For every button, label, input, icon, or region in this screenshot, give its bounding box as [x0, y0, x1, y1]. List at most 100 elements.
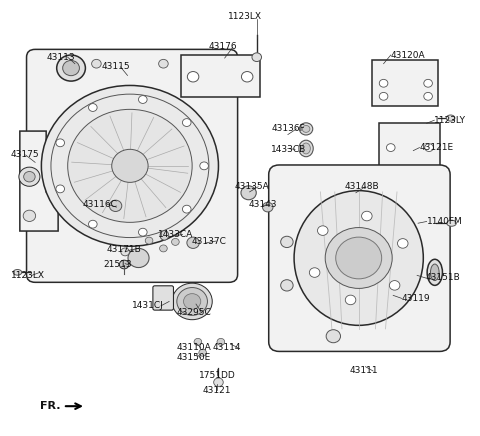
FancyBboxPatch shape — [153, 286, 173, 310]
Circle shape — [252, 53, 262, 61]
Text: 43137C: 43137C — [191, 237, 226, 245]
Ellipse shape — [431, 264, 439, 281]
Ellipse shape — [263, 202, 273, 212]
Text: 1123LX: 1123LX — [228, 12, 262, 21]
Circle shape — [424, 79, 432, 87]
Circle shape — [241, 72, 253, 82]
Circle shape — [88, 220, 97, 228]
Text: 43151B: 43151B — [426, 273, 460, 283]
Circle shape — [68, 109, 192, 222]
Ellipse shape — [299, 140, 313, 157]
Circle shape — [217, 338, 225, 345]
Ellipse shape — [63, 61, 79, 76]
Circle shape — [345, 295, 356, 305]
Text: 43110A: 43110A — [177, 343, 212, 352]
Text: 43295C: 43295C — [177, 308, 212, 317]
Ellipse shape — [160, 231, 168, 240]
Ellipse shape — [427, 259, 443, 286]
Text: 43176: 43176 — [209, 42, 238, 51]
Circle shape — [309, 268, 320, 277]
Text: 43143: 43143 — [249, 200, 277, 208]
Circle shape — [19, 167, 40, 186]
Ellipse shape — [302, 126, 310, 133]
Circle shape — [397, 238, 408, 248]
Circle shape — [200, 162, 208, 170]
Ellipse shape — [302, 143, 311, 154]
Circle shape — [177, 287, 207, 315]
Text: 43148B: 43148B — [344, 182, 379, 191]
Text: 43114: 43114 — [213, 343, 241, 352]
Text: 43121E: 43121E — [420, 143, 454, 152]
FancyBboxPatch shape — [26, 49, 238, 283]
Circle shape — [139, 228, 147, 236]
Text: 1123LX: 1123LX — [11, 271, 45, 280]
Polygon shape — [20, 131, 58, 231]
Circle shape — [325, 228, 392, 288]
Circle shape — [199, 349, 206, 356]
Text: FR.: FR. — [40, 401, 60, 411]
Text: 43115: 43115 — [101, 62, 130, 71]
Circle shape — [281, 280, 293, 291]
Circle shape — [424, 92, 432, 100]
Circle shape — [139, 95, 147, 103]
Circle shape — [171, 238, 179, 245]
Circle shape — [172, 283, 212, 320]
Circle shape — [24, 171, 35, 182]
Circle shape — [56, 185, 64, 193]
Circle shape — [56, 139, 64, 147]
Circle shape — [187, 72, 199, 82]
Text: 1431CJ: 1431CJ — [132, 301, 164, 310]
Circle shape — [159, 245, 167, 252]
Ellipse shape — [13, 269, 22, 275]
Text: 43150E: 43150E — [177, 354, 211, 362]
Ellipse shape — [294, 191, 423, 325]
Text: 43121: 43121 — [203, 386, 231, 395]
Circle shape — [317, 226, 328, 235]
Circle shape — [182, 205, 191, 213]
Ellipse shape — [446, 115, 455, 121]
Circle shape — [120, 260, 129, 269]
Circle shape — [88, 104, 97, 112]
Text: 21513: 21513 — [104, 260, 132, 269]
FancyBboxPatch shape — [372, 60, 438, 106]
Circle shape — [92, 59, 101, 68]
Circle shape — [183, 293, 201, 309]
Circle shape — [389, 281, 400, 290]
Text: 1433CB: 1433CB — [271, 145, 306, 154]
Circle shape — [23, 210, 36, 221]
Circle shape — [281, 236, 293, 248]
Text: 43113: 43113 — [46, 53, 75, 61]
FancyBboxPatch shape — [269, 165, 450, 351]
Text: 43175: 43175 — [10, 150, 39, 160]
Text: 43119: 43119 — [402, 294, 431, 303]
Text: 1751DD: 1751DD — [199, 371, 235, 380]
FancyBboxPatch shape — [379, 123, 440, 167]
Circle shape — [112, 150, 148, 182]
Text: 43136F: 43136F — [271, 124, 305, 133]
Circle shape — [386, 144, 395, 151]
Circle shape — [194, 338, 202, 345]
Text: 43120A: 43120A — [391, 51, 425, 60]
Text: 43116C: 43116C — [83, 200, 118, 208]
Text: 1123LY: 1123LY — [434, 116, 466, 125]
Circle shape — [187, 237, 199, 249]
Circle shape — [379, 92, 388, 100]
Circle shape — [182, 119, 191, 126]
Text: 1140FM: 1140FM — [427, 217, 462, 226]
Circle shape — [326, 330, 340, 343]
Circle shape — [41, 85, 218, 246]
Circle shape — [121, 248, 130, 256]
Text: 43111: 43111 — [349, 367, 378, 375]
Circle shape — [361, 211, 372, 221]
Circle shape — [128, 249, 149, 268]
Ellipse shape — [300, 123, 313, 135]
Text: 1433CA: 1433CA — [157, 230, 193, 239]
Circle shape — [109, 200, 122, 211]
Circle shape — [379, 79, 388, 87]
Circle shape — [425, 144, 433, 151]
Circle shape — [214, 378, 223, 387]
Text: 43171B: 43171B — [107, 245, 142, 254]
FancyBboxPatch shape — [181, 55, 260, 97]
Circle shape — [158, 59, 168, 68]
Circle shape — [336, 237, 382, 279]
